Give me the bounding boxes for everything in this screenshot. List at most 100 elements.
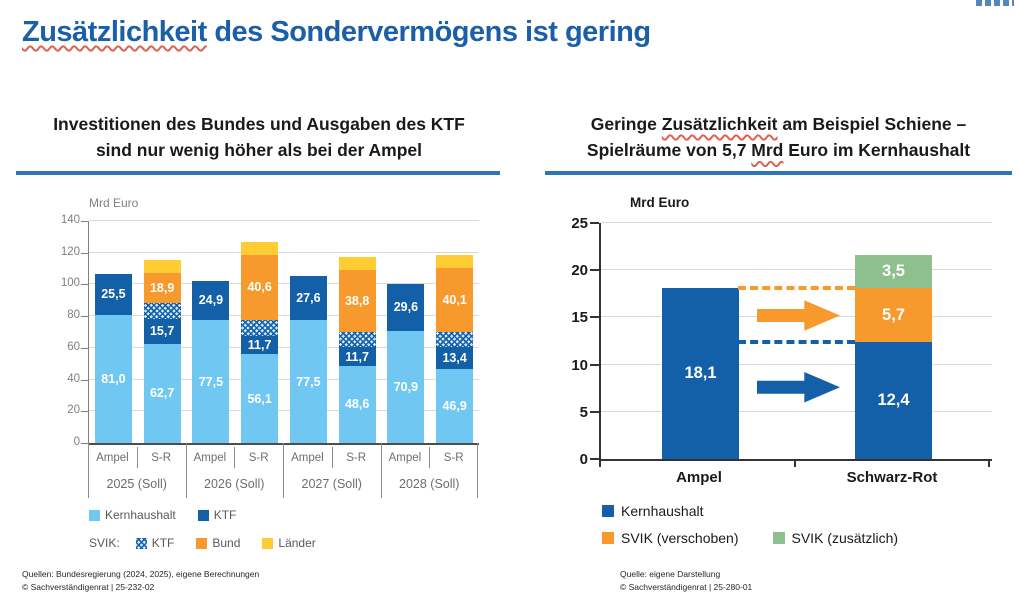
gridline (89, 346, 479, 348)
x-group-label: 2026 (Soll) (204, 477, 265, 491)
bar-segment-lightblue: 62,7 (143, 343, 181, 443)
y-tick-label: 20 (67, 404, 80, 417)
legend-item: Kernhaushalt (602, 503, 704, 519)
y-tick (81, 443, 88, 444)
page-title-underlined-word: Zusätzlichkeit (22, 16, 207, 48)
y-tick (81, 252, 88, 254)
dashed-level-line (738, 286, 855, 291)
x-tick (599, 461, 601, 467)
bar-segment-darkblue: 18,1 (662, 288, 739, 459)
y-tick-label: 0 (73, 436, 80, 448)
bar-value-label: 3,5 (882, 262, 905, 281)
kernhaushalt-swatch (602, 505, 614, 517)
bar-segment-lightblue: 77,5 (289, 320, 327, 443)
right-y-axis-title: Mrd Euro (630, 195, 690, 210)
bar-value-label: 62,7 (149, 386, 175, 401)
right-legend-row2: SVIK (verschoben) SVIK (zusätzlich) (602, 530, 932, 546)
bar-value-label: 18,9 (149, 280, 175, 295)
bar-segment-hatch (143, 302, 181, 319)
gridline (89, 283, 479, 285)
gridline (89, 410, 479, 412)
right-subtitle-line1-pre: Geringe (590, 114, 662, 134)
bar-segment-darkblue: 29,6 (387, 283, 425, 331)
legend-item: SVIK (zusätzlich) (772, 530, 898, 546)
gridline (89, 251, 479, 253)
left-y-tick-marks (81, 221, 88, 445)
bar-segment-lightblue: 56,1 (241, 354, 279, 443)
x-tick (794, 461, 796, 467)
legend-label: SVIK (verschoben) (621, 530, 739, 546)
y-tick (590, 458, 599, 460)
group-separator (477, 443, 478, 498)
svik-verschoben-swatch (602, 532, 614, 544)
right-chart-subtitle: Geringe Zusätzlichkeit am Beispiel Schie… (545, 111, 1012, 164)
y-tick-label: 40 (67, 372, 80, 385)
bar-segment-orange: 5,7 (855, 288, 932, 342)
y-tick (590, 363, 599, 366)
right-subtitle-line2-pre: Spielräume von 5,7 (586, 140, 752, 161)
bar-value-label: 5,7 (882, 305, 905, 324)
bar-label-divider (331, 447, 333, 468)
x-group-label: 2027 (Soll) (301, 477, 362, 491)
bar-value-label: 12,4 (877, 390, 910, 409)
y-tick (590, 269, 599, 272)
bar-value-label: 40,1 (442, 292, 467, 307)
gridline (601, 363, 992, 365)
left-chart-subtitle: Investitionen des Bundes und Ausgaben de… (18, 111, 500, 164)
bar-segment-darkblue: 13,4 (436, 347, 474, 369)
gridline (89, 220, 479, 221)
left-x-axis-labels: Ampel S-R Ampel S-R Ampel S-R Ampel S-R 2025 (So… (88, 443, 478, 498)
svik-legend-prefix: SVIK: (89, 536, 120, 550)
bar-segment-lightblue: 48,6 (338, 365, 376, 443)
x-tick (988, 461, 990, 467)
bar-segment-darkblue: 25,5 (94, 274, 132, 315)
y-tick-label: 100 (60, 277, 80, 290)
logo-mark (976, 0, 1014, 6)
left-y-tick-labels: 0 20 40 60 80 100 120 140 (38, 214, 80, 448)
x-bar-label: S-R (248, 451, 269, 464)
bar-label-divider (136, 447, 138, 468)
y-tick-label: 60 (67, 340, 80, 353)
right-x-label-ampel: Ampel (676, 469, 722, 486)
y-tick (81, 347, 88, 349)
right-chart-plot: 18,1 12,4 5,7 3,5 (599, 222, 992, 461)
bar-value-label: 81,0 (101, 371, 126, 386)
svik-zusaetzlich-swatch (772, 532, 785, 544)
left-chart-plot: 81,0 25,5 62,7 15,7 18,9 77,5 24,9 56,1 11,7 40,6… (88, 220, 479, 445)
bar-label-divider (234, 447, 236, 468)
bar-segment-darkblue: 11,7 (338, 347, 376, 366)
bar-segment-darkblue: 12,4 (855, 341, 932, 459)
y-tick-label: 10 (571, 356, 588, 374)
legend-item: KTF (135, 536, 175, 550)
x-group-label: 2025 (Soll) (106, 477, 167, 491)
gridline (89, 315, 479, 317)
bar-segment-darkblue: 24,9 (192, 280, 230, 321)
bar-value-label: 56,1 (247, 391, 272, 406)
legend-item: Länder (262, 536, 316, 550)
bar-segment-lightblue: 81,0 (94, 314, 132, 443)
group-separator (283, 443, 284, 498)
x-bar-label: S-R (346, 451, 367, 464)
x-bar-label: S-R (151, 451, 172, 464)
right-subtitle-line2-post: Euro im Kernhaushalt (783, 140, 971, 161)
right-x-label-schwarz-rot: Schwarz-Rot (846, 469, 938, 486)
kernhaushalt-swatch (89, 509, 100, 521)
legend-label: KTF (151, 536, 175, 550)
group-separator (185, 443, 187, 498)
right-chart-source: Quelle: eigene Darstellung © Sachverstän… (620, 568, 752, 594)
legend-label: Kernhaushalt (105, 508, 176, 522)
bar-segment-hatch (338, 331, 376, 348)
bar-value-label: 29,6 (393, 300, 419, 315)
right-subtitle-line1-wavy: Zusätzlichkeit (661, 114, 778, 134)
bar-value-label: 27,6 (296, 291, 321, 306)
legend-item: SVIK (verschoben) (602, 530, 739, 546)
x-bar-label: Ampel (388, 451, 422, 464)
x-bar-label: Ampel (291, 451, 324, 464)
gridline (601, 410, 992, 412)
bar-value-label: 48,6 (344, 397, 370, 412)
right-subtitle-rule (545, 171, 1012, 175)
bar-segment-yellow (143, 259, 181, 273)
legend-label: Kernhaushalt (621, 503, 704, 519)
y-tick (590, 222, 599, 224)
